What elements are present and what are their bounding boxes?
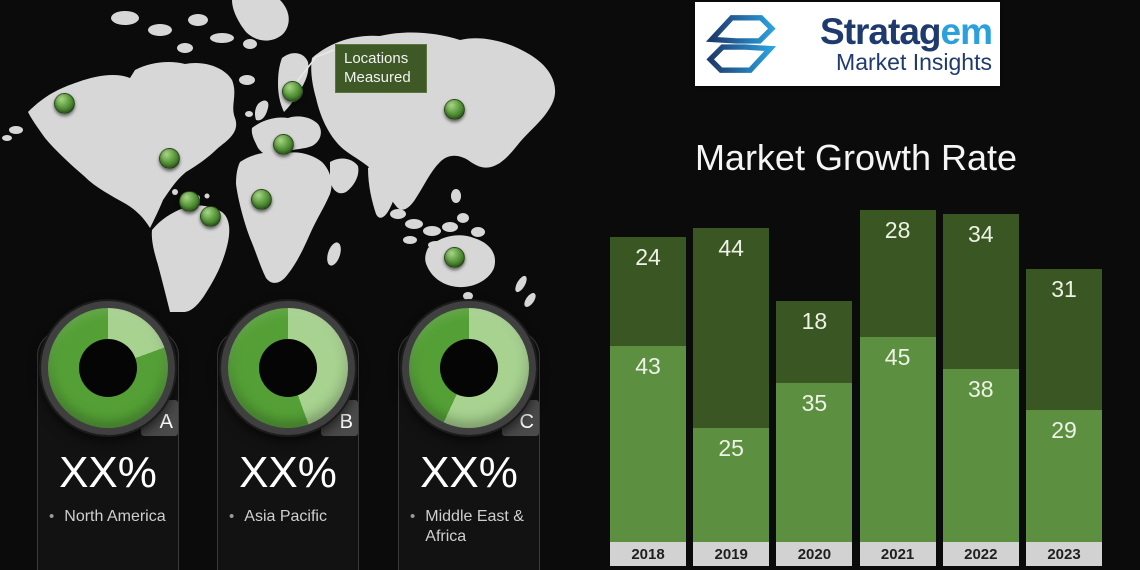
brand-name: Stratagem bbox=[820, 11, 993, 52]
location-pin-icon bbox=[199, 205, 221, 227]
gauge-letter: C bbox=[519, 411, 534, 433]
bar-value-label: 34 bbox=[968, 221, 994, 248]
location-pin-icon bbox=[158, 147, 180, 169]
world-map-svg bbox=[2, 0, 556, 312]
bar-value-label: 31 bbox=[1051, 276, 1077, 302]
bar-value-label: 43 bbox=[635, 353, 661, 380]
gauge-donut bbox=[41, 301, 175, 435]
bar-value-label: 24 bbox=[635, 244, 661, 271]
logo-hexagon-s-icon bbox=[705, 15, 777, 73]
gauge-region-row: • Middle East & Africa bbox=[410, 507, 534, 547]
bar-segment-top: 31 bbox=[1026, 269, 1102, 411]
gauge-letter: B bbox=[339, 411, 353, 433]
gauge-donut bbox=[402, 301, 536, 435]
gauge-percent: XX% bbox=[59, 448, 157, 497]
gauge-hole bbox=[79, 339, 137, 397]
x-axis-year-label: 2022 bbox=[942, 542, 1019, 566]
bar-value-label: 29 bbox=[1051, 417, 1077, 444]
location-pin-icon bbox=[272, 133, 294, 155]
bar-segment-bottom: 35 bbox=[776, 382, 853, 542]
logo: Stratagem Market Insights bbox=[695, 2, 1000, 86]
gauge-hole bbox=[259, 339, 317, 397]
bar-segment-top: 44 bbox=[693, 228, 770, 429]
location-pin-icon bbox=[178, 190, 200, 212]
bar-segment-bottom: 43 bbox=[610, 346, 686, 542]
x-axis-year-label: 2020 bbox=[776, 542, 853, 566]
location-pin-icon bbox=[281, 80, 303, 102]
gauge-region-row: • North America bbox=[49, 507, 173, 527]
bar-chart: 24 43 2018 44 25 2019 18 35 2020 28 45 2021 34 38 2022… bbox=[610, 0, 1110, 570]
logo-text: Stratagem Market Insights bbox=[781, 11, 1000, 75]
gauge-region-row: • Asia Pacific bbox=[229, 507, 353, 527]
bar-segment-top: 28 bbox=[859, 209, 936, 338]
gauge-region-label: North America bbox=[64, 508, 166, 525]
bar-value-label: 44 bbox=[718, 235, 744, 262]
gauge-card-north-america: A XX% • North America bbox=[37, 300, 179, 570]
bullet-icon: • bbox=[229, 508, 235, 525]
world-map: Locations Measured bbox=[0, 0, 580, 312]
bullet-icon: • bbox=[49, 508, 55, 525]
gauge-card-middle-east-africa: C XX% • Middle East & Africa bbox=[398, 300, 540, 570]
bar-value-label: 45 bbox=[884, 344, 911, 371]
location-pin-icon bbox=[443, 98, 465, 120]
bar-value-label: 35 bbox=[801, 389, 828, 416]
bar-segment-bottom: 29 bbox=[1026, 410, 1102, 542]
bar-value-label: 18 bbox=[801, 307, 828, 334]
brand-tagline: Market Insights bbox=[836, 49, 992, 75]
bar-value-label: 25 bbox=[718, 435, 744, 462]
brand-name-suffix: em bbox=[940, 11, 993, 52]
x-axis-year-label: 2018 bbox=[610, 542, 686, 566]
bullet-icon: • bbox=[410, 508, 416, 525]
locations-measured-label: Locations Measured bbox=[335, 44, 427, 93]
location-pin-icon bbox=[250, 188, 272, 210]
gauge-hole bbox=[440, 339, 498, 397]
bar-segment-bottom: 45 bbox=[859, 337, 936, 542]
gauge-percent: XX% bbox=[420, 448, 518, 497]
bar-segment-bottom: 38 bbox=[942, 369, 1019, 542]
bar-segment-top: 24 bbox=[610, 237, 686, 347]
gauge-region-label: Asia Pacific bbox=[244, 508, 327, 525]
bar-value-label: 38 bbox=[968, 376, 994, 403]
location-pin-icon bbox=[53, 92, 75, 114]
bar-segment-top: 34 bbox=[942, 214, 1019, 370]
label-leader-line bbox=[291, 49, 335, 89]
chart-title: Market Growth Rate bbox=[694, 137, 1018, 178]
x-axis-year-label: 2019 bbox=[693, 542, 770, 566]
x-axis-year-label: 2021 bbox=[859, 542, 936, 566]
gauge-percent: XX% bbox=[239, 448, 337, 497]
x-axis-year-label: 2023 bbox=[1026, 542, 1102, 566]
gauge-card-asia-pacific: B XX% • Asia Pacific bbox=[217, 300, 359, 570]
bar-segment-top: 18 bbox=[776, 300, 853, 383]
gauge-letter: A bbox=[159, 411, 173, 433]
gauge-region-label: Middle East & Africa bbox=[425, 508, 524, 545]
brand-name-prefix: Stratag bbox=[820, 11, 941, 52]
location-pin-icon bbox=[443, 246, 465, 268]
bar-value-label: 28 bbox=[884, 216, 911, 243]
bar-segment-bottom: 25 bbox=[693, 428, 770, 542]
gauge-donut bbox=[221, 301, 355, 435]
